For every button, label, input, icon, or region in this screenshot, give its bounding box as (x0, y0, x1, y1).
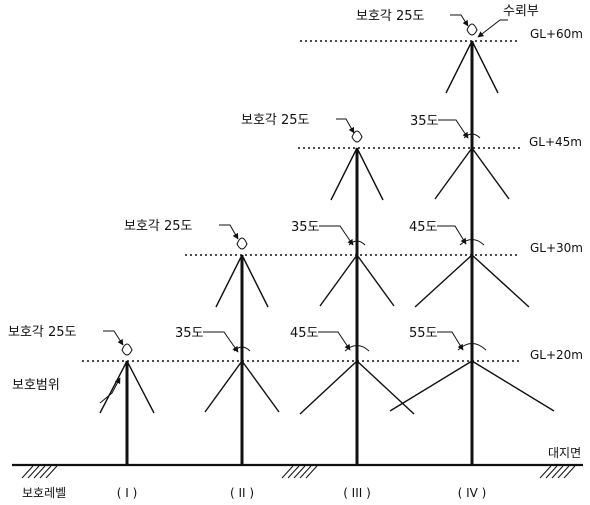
leader-protection-range (99, 377, 121, 404)
leader-col3-top (336, 118, 355, 134)
angle-label-col2-top: 보호각 25도 (124, 219, 193, 234)
level-roman-2: ( II ) (230, 486, 254, 500)
ground (12, 463, 583, 479)
angle-label-col4-30m: 45도 (409, 220, 438, 235)
leader-col3-30m (319, 225, 354, 246)
level-roman-3: ( III ) (343, 486, 371, 500)
leader-col4-30m (437, 225, 467, 245)
leader-col3-20m (318, 331, 351, 351)
angle-label-col3-30m: 35도 (291, 220, 320, 235)
angle-label-col3-20m: 45도 (290, 326, 319, 341)
leader-col2-top (219, 224, 239, 240)
level-roman-4: ( IV ) (458, 486, 487, 500)
leader-col4-45m (438, 119, 469, 139)
ground-label: 대지면 (548, 446, 581, 460)
level-roman-1: ( I ) (117, 486, 138, 500)
leader-air-terminal (477, 19, 508, 38)
level-label-gl30: GL+30m (530, 241, 583, 255)
leader-col1-top (103, 330, 124, 346)
mast-column-3 (299, 130, 415, 465)
angle-label-col4-45m: 35도 (410, 114, 439, 129)
leader-col4-top (450, 14, 469, 27)
mast-column-2 (204, 237, 280, 465)
protection-level-label: 보호레벨 (22, 486, 66, 500)
angle-label-col2-20m: 35도 (175, 326, 204, 341)
angle-label-col4-top: 보호각 25도 (356, 9, 425, 24)
leader-col4-20m (437, 331, 464, 351)
mast-column-1 (99, 343, 155, 465)
angle-label-col4-20m: 55도 (409, 326, 438, 341)
air-terminal-label: 수뢰부 (503, 4, 539, 19)
angle-label-col1-top: 보호각 25도 (8, 325, 77, 340)
level-label-gl20: GL+20m (530, 348, 583, 362)
protection-range-label: 보호범위 (12, 378, 60, 393)
level-label-gl60: GL+60m (530, 27, 583, 41)
leader-col2-20m (203, 331, 239, 353)
level-lines (82, 40, 520, 362)
level-label-gl45: GL+45m (529, 135, 582, 149)
angle-label-col3-top: 보호각 25도 (241, 113, 310, 128)
